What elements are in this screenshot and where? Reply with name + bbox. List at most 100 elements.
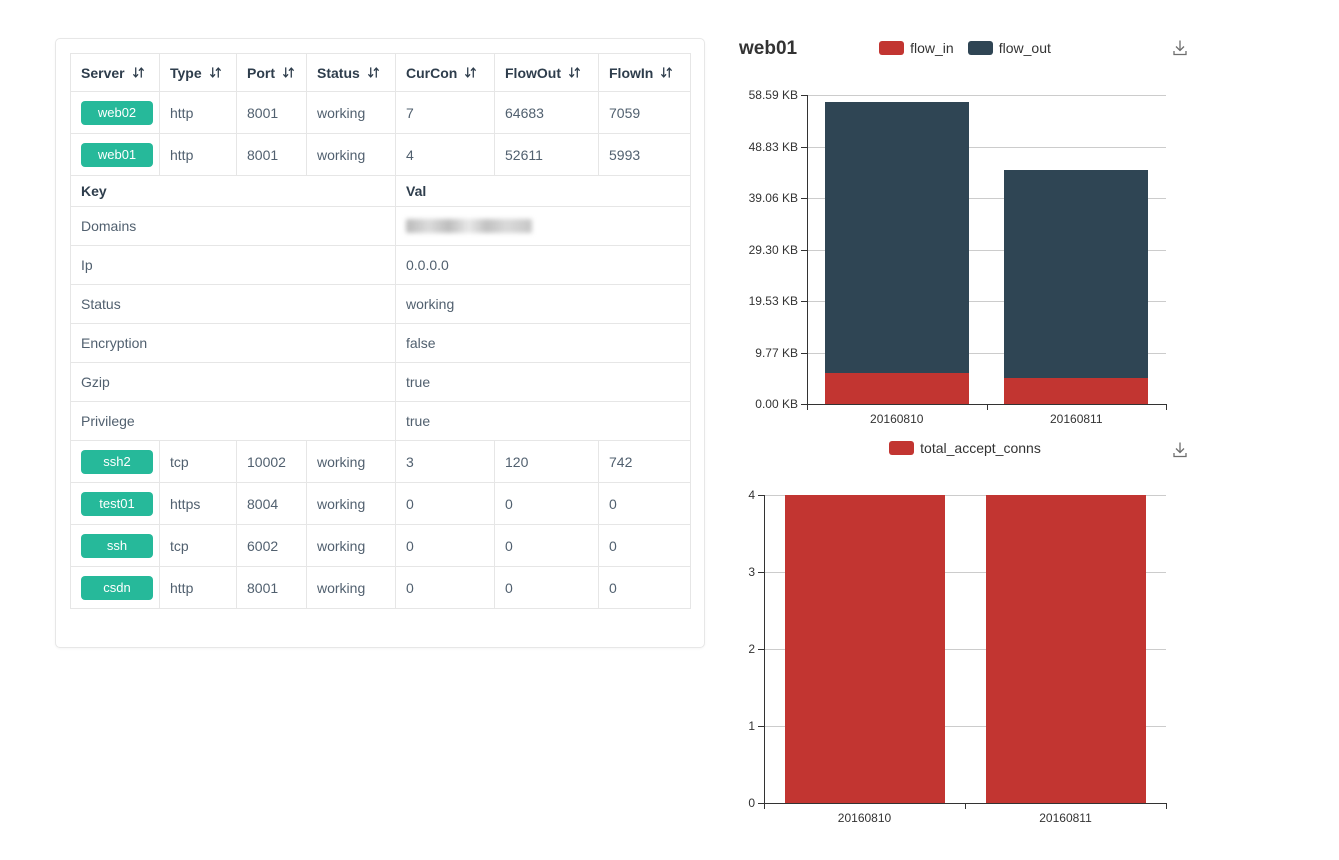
server-badge-test01[interactable]: test01	[81, 491, 153, 516]
cell-flowin: 742	[598, 440, 691, 483]
legend-label: flow_in	[910, 40, 954, 56]
y-axis-line	[807, 95, 808, 405]
kv-row-encryption: Encryption false	[70, 323, 691, 363]
x-tick	[965, 803, 966, 809]
conns-chart-legend: total_accept_conns	[735, 440, 1195, 456]
server-cell: ssh	[70, 524, 160, 567]
column-header-flowout[interactable]: FlowOut	[494, 53, 599, 92]
flow-chart-legend: flow_in flow_out	[735, 40, 1195, 56]
column-header-label: Type	[170, 64, 202, 81]
cell-status: working	[306, 524, 396, 567]
table-row-web02: web02 http 8001 working 7 64683 7059	[70, 91, 691, 134]
legend-label: flow_out	[998, 40, 1051, 56]
legend-item-total_accept_conns[interactable]: total_accept_conns	[889, 440, 1041, 456]
column-header-server[interactable]: Server	[70, 53, 160, 92]
y-axis-label: 58.59 KB	[748, 88, 798, 102]
x-axis-label: 20160810	[870, 412, 924, 426]
cell-port: 8001	[236, 566, 307, 609]
download-icon	[1173, 40, 1187, 56]
x-axis-label: 20160811	[1050, 412, 1103, 426]
cell-status: working	[306, 91, 396, 134]
y-axis-line	[764, 495, 765, 804]
kv-key: Encryption	[70, 323, 396, 363]
server-badge-web01[interactable]: web01	[81, 142, 153, 167]
y-tick	[758, 495, 764, 496]
cell-curcon: 4	[395, 133, 495, 176]
kv-row-domains: Domains	[70, 206, 691, 246]
gridline	[807, 198, 1166, 199]
y-tick	[758, 803, 764, 804]
legend-item-flow_in[interactable]: flow_in	[879, 40, 954, 56]
y-axis-label: 1	[748, 719, 755, 733]
kv-row-privilege: Privilege true	[70, 401, 691, 441]
cell-flowin: 0	[598, 524, 691, 567]
server-badge-web02[interactable]: web02	[81, 100, 153, 125]
kv-val: true	[395, 401, 691, 441]
cell-curcon: 3	[395, 440, 495, 483]
kv-val	[395, 206, 691, 246]
kv-row-gzip: Gzip true	[70, 362, 691, 402]
y-tick	[758, 649, 764, 650]
chart-title: web01	[739, 38, 798, 59]
x-axis-label: 20160810	[837, 811, 892, 825]
column-header-curcon[interactable]: CurCon	[395, 53, 495, 92]
gridline	[764, 495, 1166, 496]
bar-flow_out-20160811	[1004, 170, 1149, 379]
table-row-test01: test01 https 8004 working 0 0 0	[70, 482, 691, 525]
y-tick	[801, 352, 807, 354]
servers-card: Server Type Port Status CurCon FlowOut FlowIn …	[55, 38, 705, 648]
column-header-port[interactable]: Port	[236, 53, 307, 92]
gridline	[764, 649, 1166, 650]
server-cell: web01	[70, 133, 160, 176]
legend-item-flow_out[interactable]: flow_out	[967, 40, 1051, 56]
download-conns-chart-button[interactable]	[1169, 440, 1191, 462]
gridline	[764, 726, 1166, 727]
cell-port: 8001	[236, 133, 307, 176]
cell-type: http	[159, 133, 237, 176]
server-badge-ssh[interactable]: ssh	[81, 533, 153, 558]
bar-total_accept_conns-20160811	[985, 495, 1146, 803]
sort-arrows-icon	[465, 67, 477, 78]
gridline	[764, 572, 1166, 573]
y-tick	[801, 198, 807, 199]
column-header-flowin[interactable]: FlowIn	[598, 53, 691, 92]
download-flow-chart-button[interactable]	[1169, 38, 1191, 60]
server-badge-ssh2[interactable]: ssh2	[81, 449, 153, 474]
gridline	[807, 301, 1166, 302]
kv-key: Ip	[70, 245, 396, 285]
column-header-type[interactable]: Type	[159, 53, 237, 92]
y-tick	[801, 95, 807, 96]
kv-key: Privilege	[70, 401, 396, 441]
bar-flow_in-20160810	[824, 373, 969, 404]
cell-flowin: 7059	[598, 91, 691, 134]
y-axis-label: 3	[748, 565, 755, 579]
kv-val: 0.0.0.0	[395, 245, 691, 285]
bar-flow_in-20160811	[1004, 378, 1149, 404]
sort-arrows-icon	[367, 67, 379, 78]
domains-value-redacted	[406, 219, 532, 233]
y-tick	[801, 146, 807, 148]
bar-total_accept_conns-20160810	[784, 495, 945, 803]
column-header-status[interactable]: Status	[306, 53, 396, 92]
column-header-label: FlowIn	[609, 64, 654, 81]
y-axis-label: 2	[748, 642, 755, 656]
column-header-label: FlowOut	[505, 64, 561, 81]
table-row-ssh2: ssh2 tcp 10002 working 3 120 742	[70, 440, 691, 483]
server-badge-csdn[interactable]: csdn	[81, 575, 153, 600]
y-axis-label: 39.06 KB	[748, 191, 798, 205]
cell-port: 8001	[236, 91, 307, 134]
cell-type: https	[159, 482, 237, 525]
gridline	[807, 352, 1166, 354]
legend-swatch-total_accept_conns	[889, 441, 915, 455]
kv-header-row: Key Val	[70, 175, 691, 207]
y-tick	[801, 249, 807, 251]
table-row-ssh: ssh tcp 6002 working 0 0 0	[70, 524, 691, 567]
bar-flow_out-20160810	[824, 102, 969, 374]
servers-table-body: web02 http 8001 working 7 64683 7059 web01 http 8…	[70, 91, 691, 609]
server-cell: csdn	[70, 566, 160, 609]
x-tick	[986, 404, 988, 410]
y-axis-label: 48.83 KB	[748, 139, 798, 154]
cell-curcon: 0	[395, 524, 495, 567]
sort-arrows-icon	[132, 67, 144, 78]
cell-port: 8004	[236, 482, 307, 525]
